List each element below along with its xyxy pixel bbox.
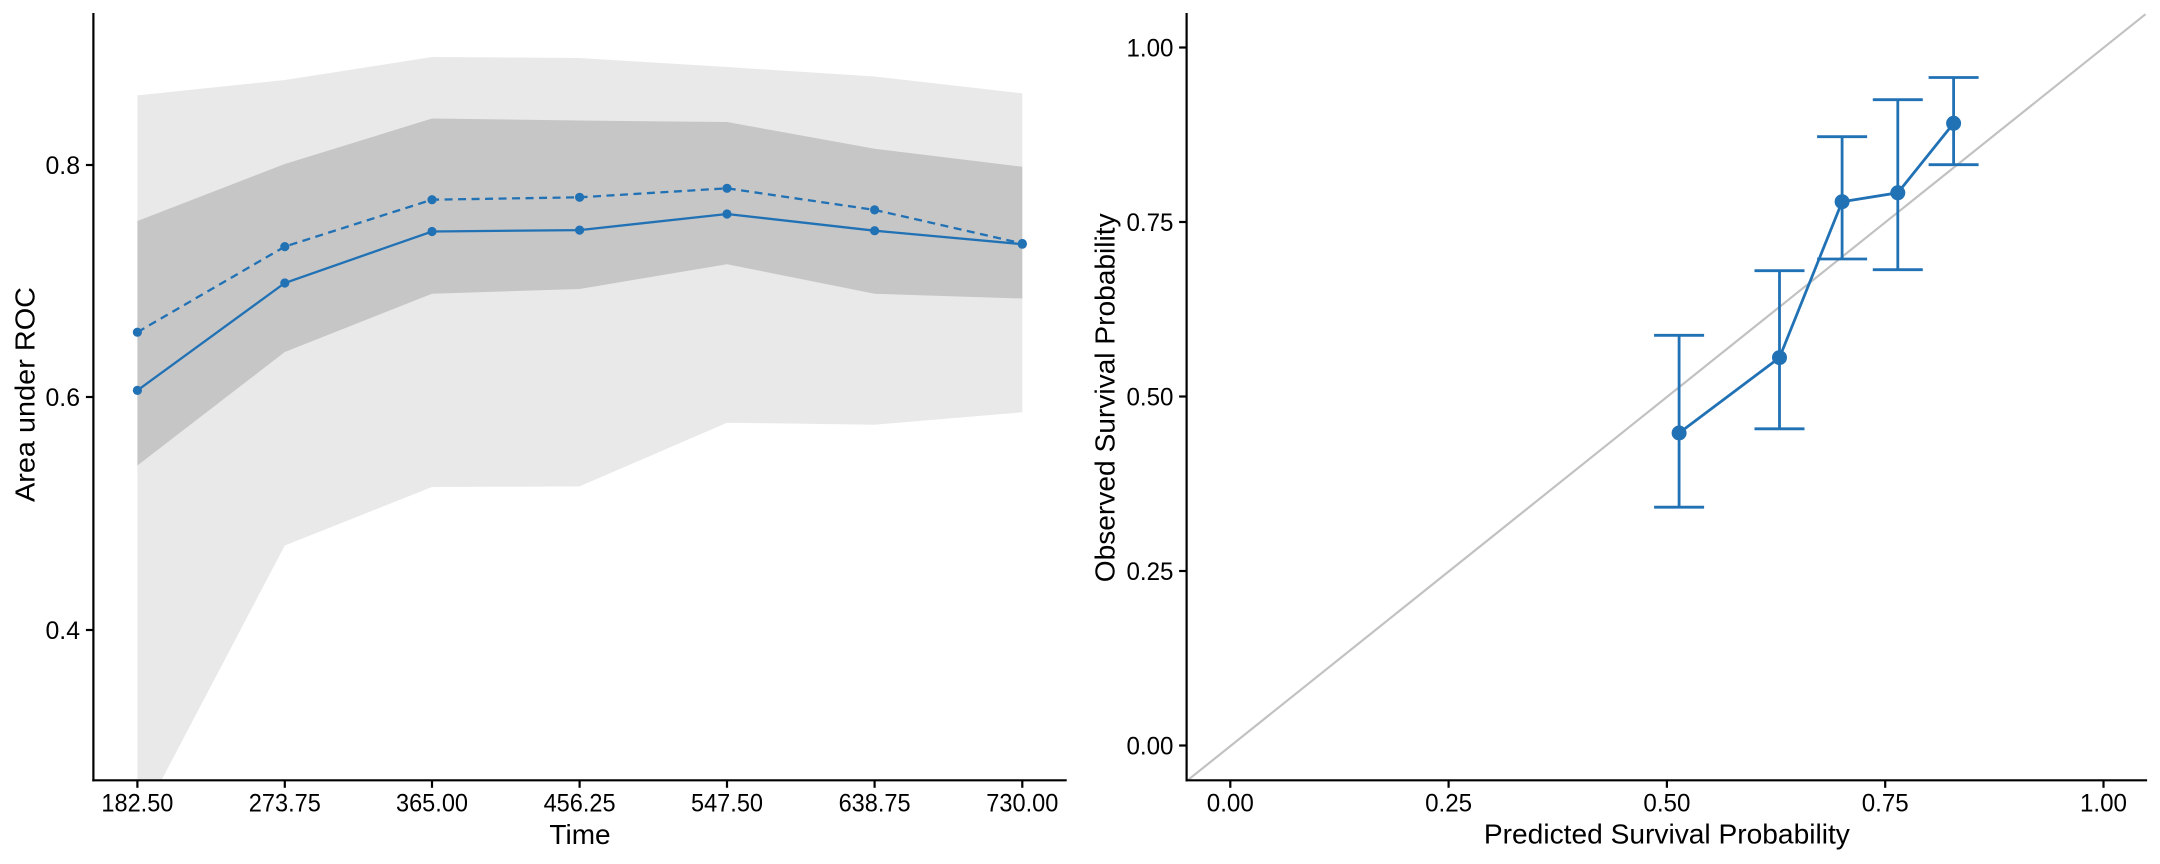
svg-text:0.50: 0.50 bbox=[1127, 384, 1174, 412]
svg-text:547.50: 547.50 bbox=[691, 790, 763, 818]
svg-text:Area under ROC: Area under ROC bbox=[10, 287, 41, 502]
svg-text:638.75: 638.75 bbox=[839, 790, 911, 818]
svg-text:730.00: 730.00 bbox=[986, 790, 1058, 818]
svg-text:0.75: 0.75 bbox=[1862, 790, 1909, 818]
svg-text:0.25: 0.25 bbox=[1425, 790, 1472, 818]
svg-text:0.00: 0.00 bbox=[1127, 733, 1174, 761]
svg-text:0.75: 0.75 bbox=[1127, 209, 1174, 237]
svg-text:0.4: 0.4 bbox=[46, 617, 81, 645]
svg-text:Observed Survival Probability: Observed Survival Probability bbox=[1089, 213, 1120, 582]
svg-text:1.00: 1.00 bbox=[2080, 790, 2127, 818]
svg-text:Predicted Survival Probability: Predicted Survival Probability bbox=[1484, 818, 1850, 849]
svg-text:0.6: 0.6 bbox=[46, 384, 81, 412]
svg-text:456.25: 456.25 bbox=[544, 790, 616, 818]
svg-text:182.50: 182.50 bbox=[101, 790, 173, 818]
svg-text:1.00: 1.00 bbox=[1127, 35, 1174, 63]
svg-text:0.50: 0.50 bbox=[1643, 790, 1690, 818]
svg-text:365.00: 365.00 bbox=[396, 790, 468, 818]
svg-text:0.8: 0.8 bbox=[46, 152, 81, 180]
svg-text:Time: Time bbox=[549, 819, 610, 850]
svg-text:273.75: 273.75 bbox=[249, 790, 321, 818]
svg-text:0.00: 0.00 bbox=[1207, 790, 1254, 818]
svg-text:0.25: 0.25 bbox=[1127, 558, 1174, 586]
